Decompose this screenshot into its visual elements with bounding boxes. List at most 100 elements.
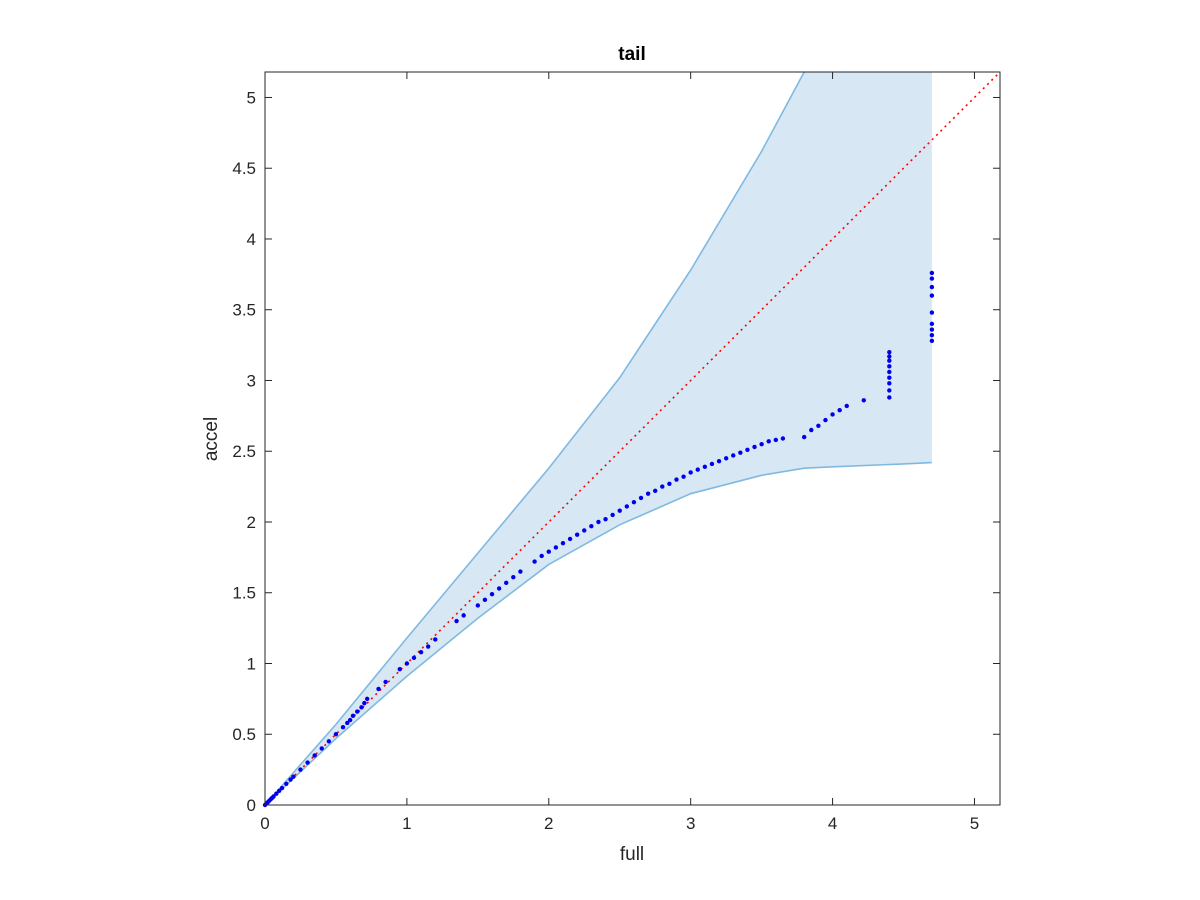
data-point bbox=[567, 536, 573, 542]
data-point bbox=[397, 666, 402, 672]
data-point bbox=[709, 461, 715, 467]
data-point bbox=[496, 586, 502, 591]
data-point bbox=[362, 700, 367, 706]
data-point bbox=[291, 774, 296, 779]
data-point bbox=[425, 644, 431, 649]
data-point bbox=[326, 739, 332, 744]
data-point bbox=[801, 434, 807, 440]
y-tick-label: 1.5 bbox=[232, 584, 256, 603]
data-point bbox=[731, 453, 736, 458]
data-point bbox=[350, 713, 356, 719]
data-point bbox=[780, 436, 786, 441]
reference-line bbox=[264, 71, 1001, 806]
data-point bbox=[539, 553, 544, 559]
data-point bbox=[887, 395, 892, 400]
data-point bbox=[723, 456, 729, 461]
x-axis-label: full bbox=[620, 844, 644, 865]
data-point bbox=[305, 760, 310, 765]
data-point bbox=[887, 354, 892, 359]
data-point bbox=[596, 519, 601, 525]
band-upper-edge bbox=[264, 71, 805, 806]
y-tick-label: 1 bbox=[247, 654, 256, 673]
data-point bbox=[475, 603, 481, 608]
data-point bbox=[345, 720, 350, 726]
data-point bbox=[433, 637, 438, 642]
data-point bbox=[816, 423, 821, 428]
data-point bbox=[546, 549, 551, 554]
data-point bbox=[887, 388, 892, 393]
data-point bbox=[603, 516, 608, 522]
data-point bbox=[347, 717, 353, 723]
plot-area bbox=[262, 71, 1001, 808]
data-point bbox=[553, 545, 559, 550]
data-point bbox=[276, 788, 282, 794]
data-point bbox=[929, 310, 935, 315]
data-point bbox=[695, 467, 700, 472]
x-tick-label: 1 bbox=[402, 814, 411, 833]
data-point bbox=[929, 270, 935, 276]
x-tick-label: 0 bbox=[260, 814, 269, 833]
data-point bbox=[359, 705, 364, 710]
data-point bbox=[364, 696, 370, 702]
data-point bbox=[560, 541, 566, 546]
data-point bbox=[887, 358, 892, 363]
data-point bbox=[929, 321, 935, 327]
data-point bbox=[271, 794, 276, 799]
data-point bbox=[582, 528, 587, 533]
data-point bbox=[355, 709, 360, 714]
data-point bbox=[929, 327, 935, 332]
data-point bbox=[489, 591, 495, 597]
data-point bbox=[274, 791, 279, 796]
data-point bbox=[461, 613, 466, 618]
data-point bbox=[773, 437, 779, 443]
x-tick-label: 5 bbox=[970, 814, 979, 833]
data-point bbox=[340, 724, 346, 730]
band-fill bbox=[265, 72, 932, 805]
data-point bbox=[532, 559, 537, 564]
data-point bbox=[887, 364, 892, 369]
data-point bbox=[504, 580, 509, 586]
data-point bbox=[645, 491, 651, 496]
data-point bbox=[319, 746, 324, 751]
data-point bbox=[418, 649, 424, 655]
data-point bbox=[887, 349, 892, 355]
data-point bbox=[766, 439, 771, 444]
axes-box bbox=[264, 71, 1001, 806]
data-point bbox=[574, 532, 580, 537]
y-axis: 0 0.5 1 1.5 2 2.5 3 3.5 4 4.5 5 bbox=[232, 88, 1000, 815]
y-tick-label: 4 bbox=[247, 230, 256, 249]
data-point bbox=[929, 284, 935, 290]
x-tick-label: 4 bbox=[828, 814, 837, 833]
data-point bbox=[288, 777, 293, 782]
data-point bbox=[844, 403, 849, 409]
y-tick-label: 2.5 bbox=[232, 442, 256, 461]
data-point bbox=[716, 458, 722, 464]
data-point bbox=[752, 444, 757, 450]
data-point bbox=[702, 464, 708, 470]
data-point bbox=[887, 369, 892, 375]
data-point bbox=[667, 481, 672, 486]
data-point bbox=[809, 427, 814, 433]
data-point bbox=[688, 470, 693, 475]
data-point bbox=[411, 655, 417, 661]
x-tick-label: 3 bbox=[686, 814, 695, 833]
data-point bbox=[589, 524, 594, 529]
x-tick-label: 2 bbox=[544, 814, 553, 833]
data-point bbox=[284, 781, 289, 786]
y-tick-label: 0 bbox=[247, 796, 256, 815]
data-point bbox=[279, 785, 285, 791]
y-tick-label: 0.5 bbox=[232, 725, 256, 744]
data-point bbox=[660, 484, 665, 489]
data-point bbox=[837, 407, 842, 413]
data-point bbox=[631, 499, 637, 505]
data-point bbox=[404, 661, 410, 666]
data-point bbox=[674, 477, 679, 482]
chart-title: tail bbox=[618, 44, 645, 65]
y-tick-label: 2 bbox=[247, 513, 256, 532]
data-point bbox=[929, 293, 935, 298]
data-point bbox=[383, 679, 388, 685]
x-axis: 0 1 2 3 4 5 bbox=[260, 72, 979, 833]
data-point bbox=[298, 767, 303, 772]
data-point bbox=[482, 597, 488, 603]
